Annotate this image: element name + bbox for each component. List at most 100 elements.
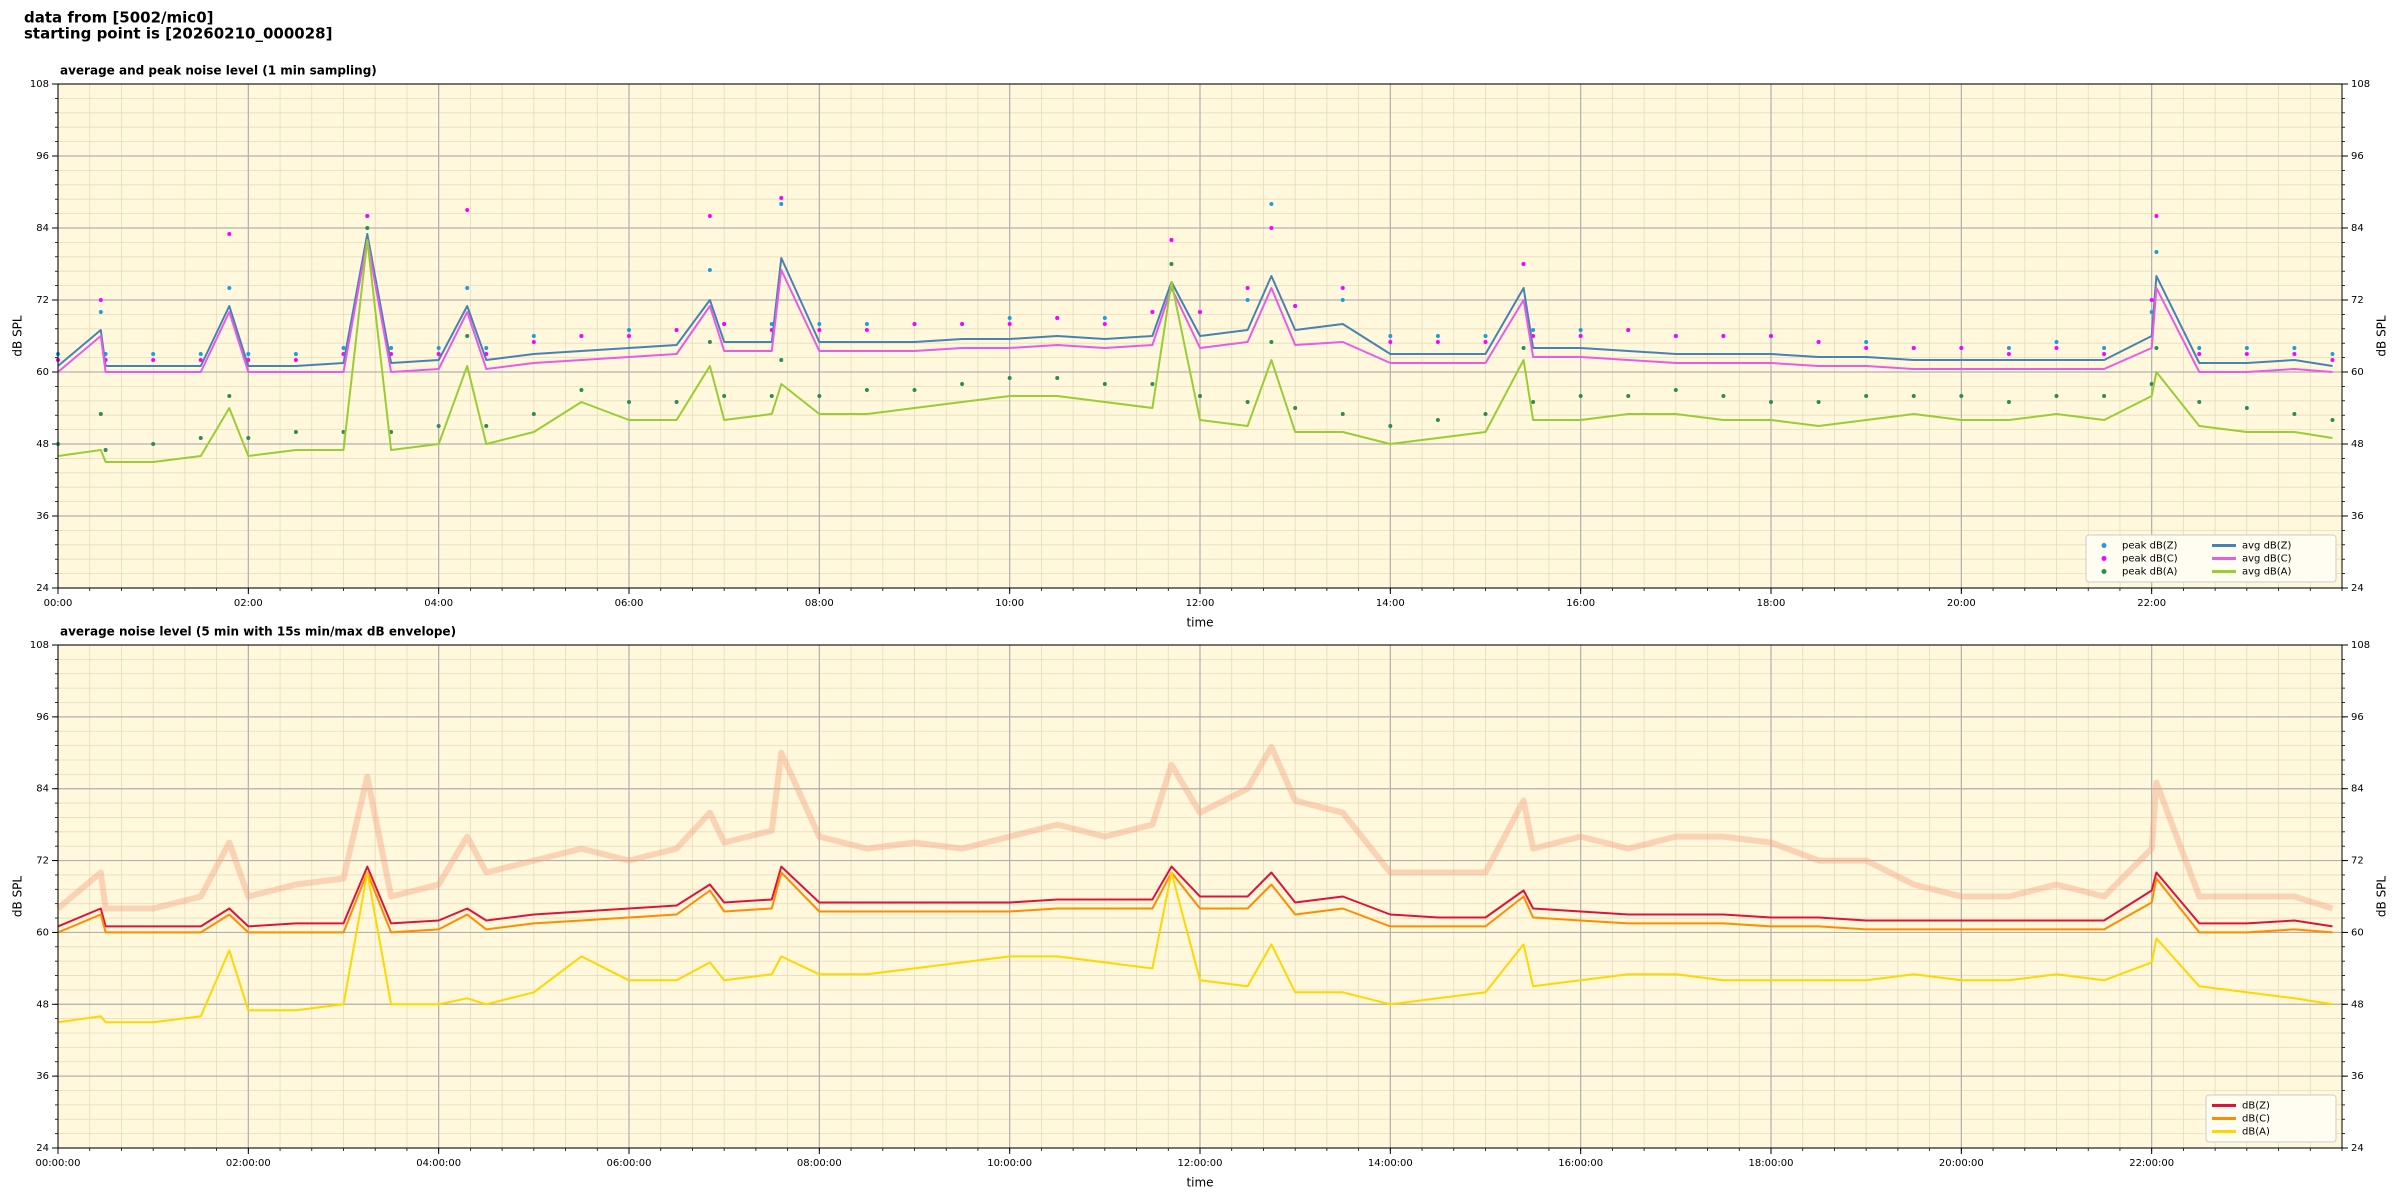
peak-point	[151, 442, 156, 446]
peak-point	[1245, 298, 1250, 302]
peak-point	[1150, 382, 1155, 386]
peak-point	[1769, 400, 1773, 404]
peak-point	[579, 388, 584, 392]
y-tick-label: 108	[30, 79, 49, 90]
chart-title: average noise level (5 min with 15s min/…	[60, 625, 456, 639]
peak-point	[293, 352, 298, 356]
x-tick-label: 20:00	[1947, 598, 1976, 609]
y-axis-label: dB SPL	[11, 876, 25, 918]
peak-point	[2149, 382, 2154, 386]
peak-point	[2197, 346, 2202, 350]
y-tick-label: 72	[2351, 856, 2364, 867]
y-axis-label: dB SPL	[11, 315, 25, 357]
x-tick-label: 22:00:00	[2129, 1158, 2174, 1169]
peak-point	[1959, 346, 1964, 350]
peak-point	[198, 358, 203, 362]
peak-point	[2102, 394, 2107, 398]
x-tick-label: 00:00	[44, 598, 73, 609]
peak-point	[1721, 334, 1726, 338]
peak-point	[2292, 346, 2297, 350]
peak-point	[817, 328, 822, 332]
peak-point	[2154, 346, 2159, 350]
peak-point	[1816, 400, 1821, 404]
legend-swatch	[2101, 556, 2107, 561]
peak-point	[1269, 226, 1274, 230]
y-tick-label: 24	[2351, 1143, 2364, 1154]
x-tick-label: 16:00:00	[1558, 1158, 1603, 1169]
peak-point	[103, 448, 108, 452]
y-tick-label: 84	[36, 223, 49, 234]
peak-point	[1388, 424, 1393, 428]
x-tick-label: 00:00:00	[36, 1158, 81, 1169]
y-tick-label: 108	[2351, 79, 2370, 90]
x-tick-label: 06:00	[615, 598, 644, 609]
peak-point	[198, 352, 203, 356]
peak-point	[1816, 340, 1821, 344]
peak-point	[2054, 346, 2059, 350]
y-tick-label: 96	[2351, 151, 2364, 162]
peak-point	[779, 202, 784, 206]
peak-point	[912, 388, 917, 392]
peak-point	[246, 352, 251, 356]
peak-point	[779, 196, 784, 200]
legend-label: peak dB(A)	[2122, 567, 2178, 578]
x-tick-label: 14:00	[1376, 598, 1405, 609]
peak-point	[2292, 352, 2297, 356]
y-tick-label: 36	[2351, 511, 2364, 522]
peak-point	[2330, 418, 2335, 422]
series-line	[57, 239, 2333, 373]
peak-point	[779, 358, 784, 362]
peak-point	[960, 382, 965, 386]
series-line	[57, 233, 2333, 367]
peak-point	[864, 322, 869, 326]
peak-point	[2149, 298, 2154, 302]
peak-point	[864, 328, 869, 332]
peak-point	[1269, 202, 1274, 206]
y-tick-label: 72	[36, 295, 49, 306]
peak-point	[960, 322, 965, 326]
peak-point	[436, 424, 441, 428]
peak-point	[1340, 298, 1345, 302]
peak-point	[1007, 316, 1012, 320]
peak-point	[198, 436, 203, 440]
peak-point	[2006, 400, 2011, 404]
peak-point	[2244, 346, 2249, 350]
peak-point	[2154, 250, 2159, 254]
y-tick-label: 84	[2351, 784, 2364, 795]
series-line	[57, 865, 2333, 928]
y-tick-label: 96	[36, 712, 49, 723]
peak-point	[2006, 346, 2011, 350]
peak-point	[1673, 334, 1678, 338]
peak-point	[2330, 352, 2335, 356]
series-line	[57, 239, 2333, 463]
plot-frame	[57, 83, 2343, 589]
legend-label: avg dB(C)	[2242, 554, 2292, 565]
y-tick-label: 36	[36, 511, 49, 522]
peak-point	[1007, 322, 1012, 326]
envelope	[56, 743, 2334, 912]
peak-point	[707, 214, 712, 218]
y-tick-label: 48	[36, 999, 49, 1010]
peak-point	[817, 394, 822, 398]
peak-point	[2054, 340, 2059, 344]
peak-point	[365, 226, 370, 230]
x-tick-label: 02:00:00	[226, 1158, 271, 1169]
peak-point	[2006, 352, 2011, 356]
peak-point	[1864, 340, 1869, 344]
y-tick-label: 108	[2351, 640, 2370, 651]
peak-point	[1055, 376, 1060, 380]
peak-point	[484, 346, 489, 350]
legend-label: peak dB(Z)	[2122, 541, 2178, 552]
y-tick-label: 72	[36, 856, 49, 867]
peak-point	[1483, 340, 1488, 344]
peak-point	[98, 298, 103, 302]
x-tick-label: 08:00:00	[797, 1158, 842, 1169]
peak-point	[1340, 286, 1345, 290]
peak-point	[436, 352, 441, 356]
peak-point	[1293, 406, 1298, 410]
peak-point	[707, 340, 712, 344]
peak-point	[151, 358, 156, 362]
peak-point	[817, 322, 822, 326]
peak-point	[1169, 238, 1174, 242]
y-tick-label: 60	[36, 927, 49, 938]
